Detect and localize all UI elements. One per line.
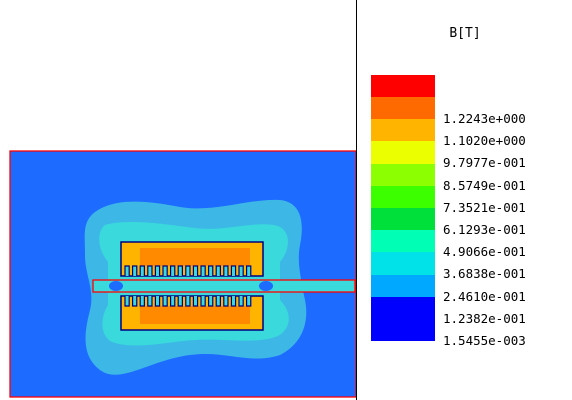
comb-tooth-path [124, 265, 252, 276]
legend-label: 7.3521e-001 [443, 199, 526, 215]
color-legend: B[T] 1.2243e+000 1.1020e+000 9.7977e-001 8.… [356, 0, 572, 400]
legend-label: 3.6838e-001 [443, 266, 526, 282]
lower-coil-outline [120, 295, 264, 331]
legend-label: 6.1293e-001 [443, 221, 526, 237]
legend-swatch [371, 207, 435, 231]
comb-tooth-path [124, 296, 252, 307]
legend-swatch [371, 274, 435, 297]
upper-comb-teeth [124, 265, 252, 276]
legend-swatch [371, 141, 435, 164]
legend-swatch [371, 119, 435, 142]
right-pivot-marker [259, 281, 273, 291]
legend-label: 1.2243e+000 [443, 111, 526, 126]
legend-label: 9.7977e-001 [443, 155, 526, 171]
legend-label: 1.2382e-001 [443, 310, 526, 326]
legend-label: 1.1020e+000 [443, 133, 526, 149]
legend-swatch [371, 185, 435, 208]
legend-swatch [371, 318, 435, 342]
lower-comb-teeth [124, 296, 252, 307]
center-rail-outline [92, 279, 356, 293]
legend-top-swatch [371, 75, 435, 98]
legend-swatch [371, 97, 435, 120]
legend-swatch [371, 163, 435, 186]
legend-swatch [371, 230, 435, 253]
legend-swatch [371, 252, 435, 275]
legend-label: 8.5749e-001 [443, 177, 526, 193]
legend-label: 4.9066e-001 [443, 244, 526, 260]
lower-coil-field-core [140, 306, 250, 324]
legend-label: 1.5455e-003 [443, 332, 526, 348]
legend-title: B[T] [449, 26, 481, 41]
upper-coil-field-core [140, 248, 250, 266]
upper-coil-outline [120, 241, 264, 277]
legend-label: 2.4610e-001 [443, 288, 526, 304]
legend-swatch [371, 296, 435, 319]
left-pivot-marker [109, 281, 123, 291]
